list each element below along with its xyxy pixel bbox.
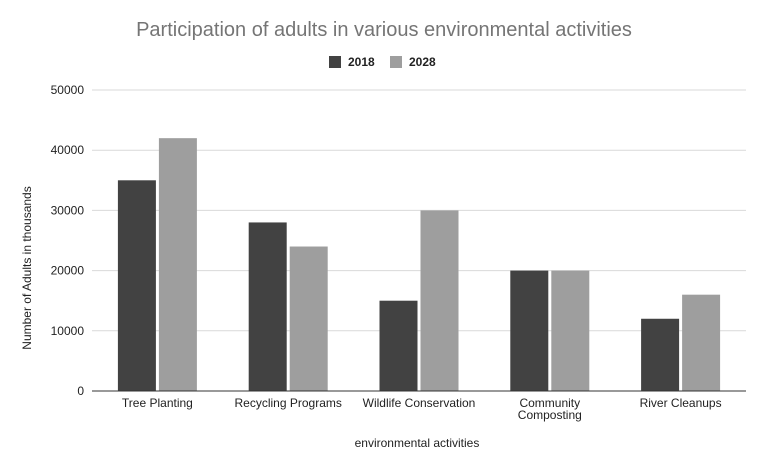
- bar-2018-2: [379, 300, 418, 391]
- bar-2018-4: [641, 318, 680, 391]
- bar-2028-3: [551, 270, 590, 391]
- y-tick-label: 10000: [51, 324, 85, 338]
- x-tick-label: River Cleanups: [640, 396, 722, 410]
- legend: 2018 2028: [329, 55, 436, 69]
- x-axis-title: environmental activities: [355, 436, 480, 450]
- bars: [117, 138, 721, 391]
- x-tick-label: Community Composting: [518, 396, 582, 422]
- x-tick-label: Tree Planting: [122, 396, 193, 410]
- legend-swatch-2018: [329, 56, 341, 68]
- bar-2028-1: [289, 246, 328, 391]
- x-tick-label: Wildlife Conservation: [363, 396, 476, 410]
- y-tick-label: 40000: [51, 143, 85, 157]
- x-axis-ticks: Tree Planting Recycling Programs Wildlife …: [122, 396, 722, 422]
- y-tick-label: 20000: [51, 264, 85, 278]
- bar-2028-2: [420, 210, 459, 391]
- y-axis-title: Number of Adults in thousands: [20, 186, 34, 349]
- legend-label-2028: 2028: [409, 55, 436, 69]
- bar-2028-4: [682, 294, 721, 391]
- legend-label-2018: 2018: [348, 55, 375, 69]
- chart-title: Participation of adults in various envir…: [136, 19, 632, 41]
- bar-2018-0: [117, 180, 156, 391]
- gridlines: [92, 89, 746, 332]
- bar-2018-1: [248, 222, 287, 391]
- y-tick-label: 50000: [51, 83, 85, 97]
- bar-2018-3: [510, 270, 549, 391]
- y-tick-label: 0: [77, 384, 84, 398]
- bar-2028-0: [158, 138, 197, 391]
- legend-swatch-2028: [390, 56, 402, 68]
- x-tick-label: Recycling Programs: [235, 396, 342, 410]
- y-axis-ticks: 0 10000 20000 30000 40000 50000: [51, 83, 85, 398]
- y-tick-label: 30000: [51, 203, 85, 217]
